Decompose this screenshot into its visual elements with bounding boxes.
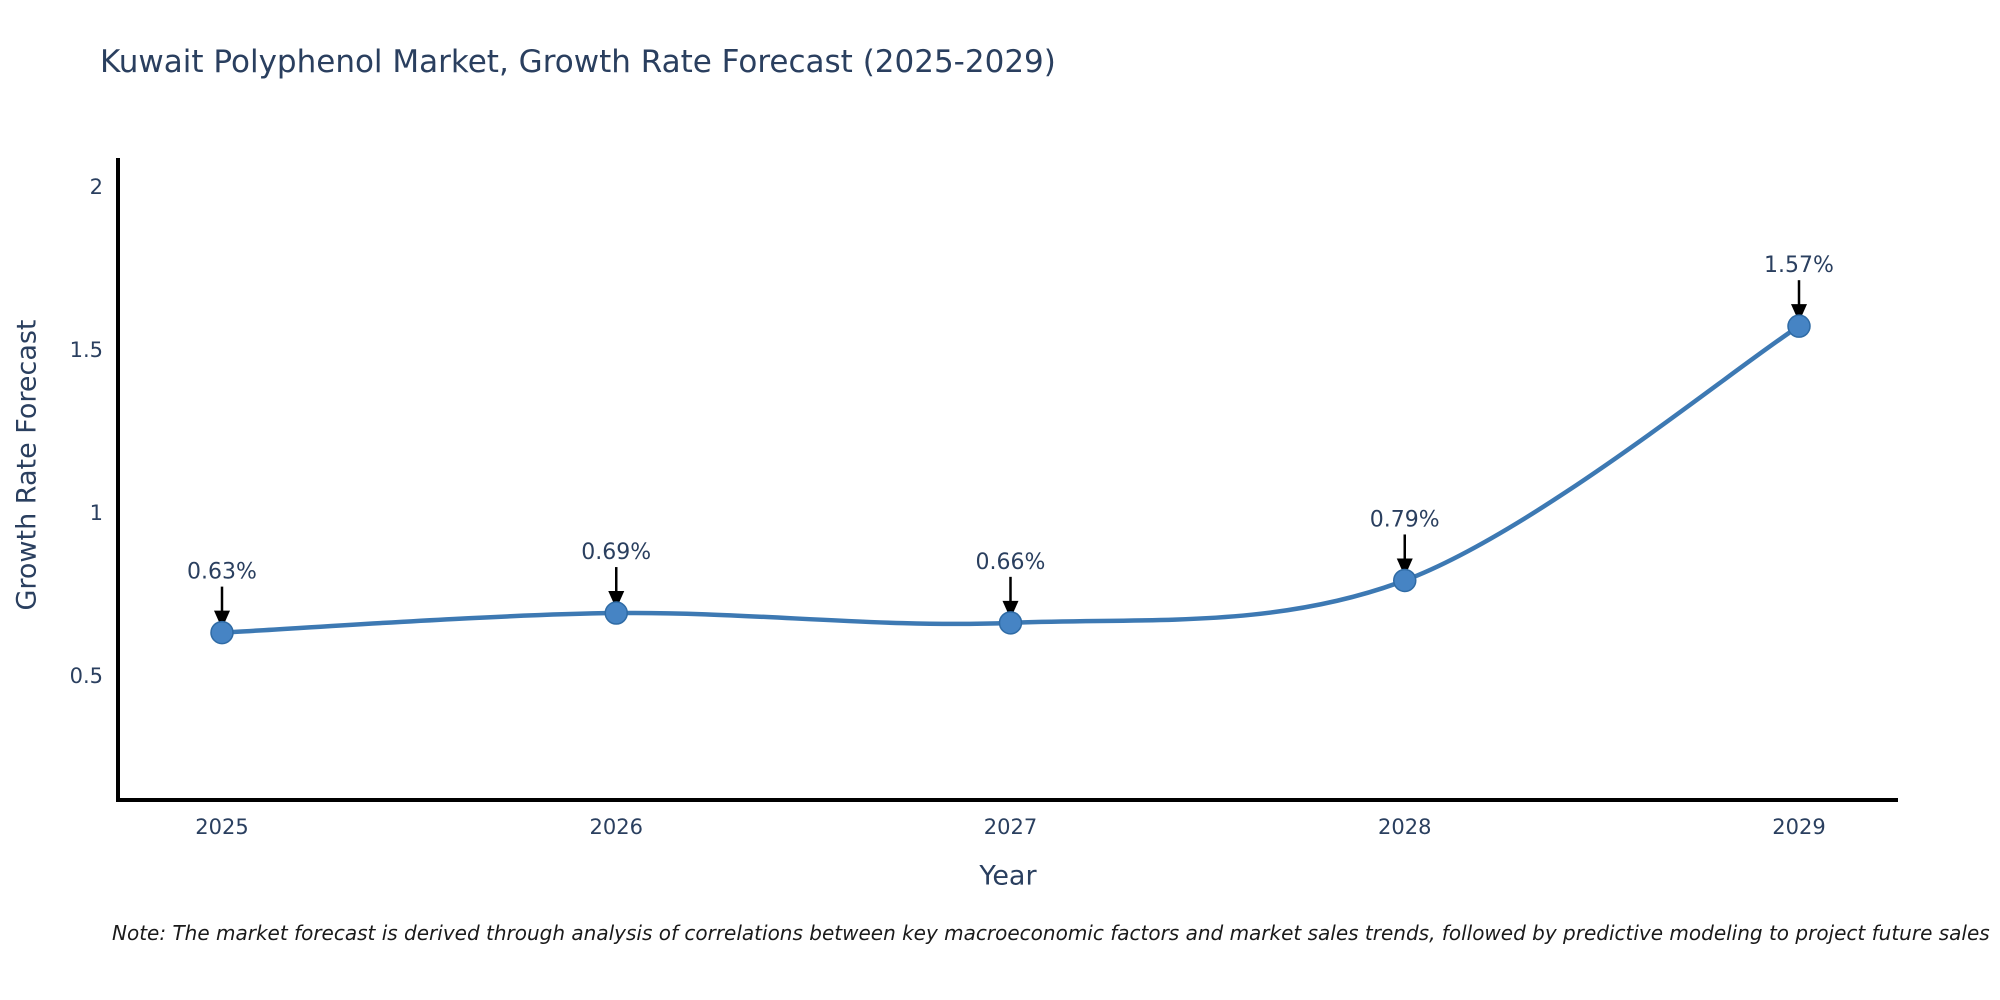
data-point-marker: [604, 601, 628, 625]
footnote: Note: The market forecast is derived thr…: [112, 921, 1990, 945]
data-point-label: 0.79%: [1370, 507, 1440, 532]
x-tick-label: 2028: [1378, 815, 1431, 839]
y-tick-label: 0.5: [70, 664, 103, 688]
x-tick-label: 2027: [984, 815, 1037, 839]
annotation-arrow-head: [608, 591, 625, 610]
data-point-label: 0.66%: [976, 550, 1046, 575]
data-point-group: 0.79%: [1370, 507, 1440, 593]
data-point-group: 0.66%: [976, 550, 1046, 635]
data-point-marker: [1393, 568, 1417, 593]
data-point-marker: [210, 620, 234, 645]
data-point-label: 1.57%: [1764, 253, 1834, 278]
x-tick-label: 2025: [195, 815, 248, 839]
y-tick-label: 2: [90, 175, 103, 199]
annotation-arrow-head: [1791, 304, 1807, 323]
data-point-marker: [998, 611, 1023, 635]
y-tick-label: 1.5: [70, 338, 103, 362]
data-point-label: 0.69%: [581, 540, 651, 565]
data-point-group: 0.69%: [581, 540, 651, 625]
data-point-label: 0.63%: [187, 560, 257, 585]
x-tick-label: 2026: [590, 815, 643, 839]
y-tick-label: 1: [90, 501, 103, 525]
x-axis-title: Year: [979, 860, 1037, 892]
x-tick-label: 2029: [1772, 815, 1825, 839]
annotation-arrow-head: [214, 610, 230, 629]
data-point-group: 1.57%: [1764, 253, 1834, 338]
annotation-arrow-head: [1396, 558, 1413, 577]
data-point-marker: [1787, 314, 1811, 338]
annotation-arrow-head: [1002, 600, 1019, 619]
chart-title: Kuwait Polyphenol Market, Growth Rate Fo…: [100, 44, 1056, 80]
data-point-group: 0.63%: [187, 560, 257, 645]
y-axis-title: Growth Rate Forecast: [11, 319, 43, 611]
